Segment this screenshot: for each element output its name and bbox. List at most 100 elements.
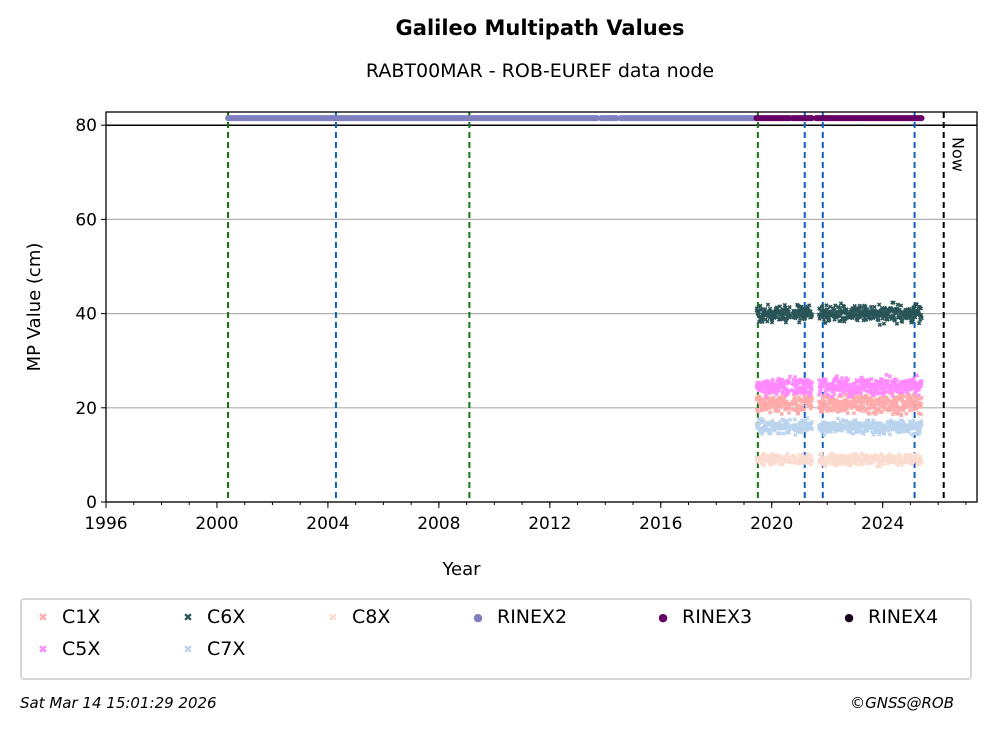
data-point-c1x <box>796 410 801 415</box>
data-point-c6x <box>797 316 803 321</box>
data-point-c7x <box>889 418 894 423</box>
data-point-c7x <box>848 430 853 435</box>
legend-item: ✖ C5X <box>34 638 100 660</box>
data-point-c1x <box>832 408 837 413</box>
data-point-c6x <box>885 317 890 322</box>
data-point-c6x <box>910 319 916 324</box>
data-point-c1x <box>771 395 776 400</box>
plot-frame <box>105 111 978 503</box>
data-point-c6x <box>765 302 771 307</box>
data-point-c6x <box>828 304 833 309</box>
data-point-c6x <box>844 307 849 312</box>
data-point-c5x <box>763 394 769 399</box>
data-point-c1x <box>858 408 863 413</box>
data-point-c6x <box>909 312 915 317</box>
legend-item: ● RINEX3 <box>654 606 752 628</box>
data-point-c6x <box>868 316 873 322</box>
data-point-c6x <box>880 316 885 321</box>
data-point-c6x <box>876 318 881 323</box>
data-point-c1x <box>895 404 900 409</box>
data-point-c8x <box>819 451 824 456</box>
y-tick-label: 0 <box>86 493 97 513</box>
data-point-c5x <box>858 391 864 396</box>
data-point-c6x <box>799 304 804 309</box>
data-point-c1x <box>891 407 896 412</box>
data-point-c7x <box>809 426 815 432</box>
data-point-c5x <box>829 394 834 399</box>
data-point-c6x <box>900 319 905 325</box>
x-marker-icon: ✖ <box>328 610 338 624</box>
x-tick-label: 2016 <box>639 514 682 534</box>
data-point-c5x <box>846 394 852 399</box>
data-point-c8x <box>826 461 831 466</box>
data-point-c7x <box>787 417 793 422</box>
data-point-c6x <box>774 305 780 310</box>
data-point-c7x <box>917 428 923 434</box>
data-point-c1x <box>918 412 924 417</box>
dot-marker-icon: ● <box>473 610 483 624</box>
data-point-c5x <box>897 386 903 391</box>
data-point-c6x <box>760 319 765 325</box>
data-point-c7x <box>866 418 871 423</box>
legend-label: C6X <box>207 606 246 628</box>
data-point-c1x <box>779 411 784 417</box>
data-point-c6x <box>892 317 898 322</box>
data-point-c6x <box>895 302 901 307</box>
data-point-c7x <box>919 423 924 428</box>
data-point-c5x <box>830 388 836 393</box>
data-point-c5x <box>774 392 780 397</box>
data-point-c6x <box>877 322 883 327</box>
data-point-c6x <box>839 319 844 324</box>
data-point-c7x <box>835 416 841 421</box>
data-point-c5x <box>859 380 864 385</box>
credit: ©GNSS@ROB <box>850 694 954 712</box>
data-point-c8x <box>914 452 919 457</box>
x-tick-label: 2020 <box>750 514 793 534</box>
data-point-c5x <box>916 393 922 398</box>
data-point-c1x <box>776 408 781 414</box>
data-point-c1x <box>809 403 814 408</box>
data-point-c6x <box>877 302 882 307</box>
data-point-c5x <box>834 374 840 379</box>
legend-item: ✖ C6X <box>179 606 245 628</box>
data-point-c6x <box>918 306 924 311</box>
data-point-c6x <box>782 302 787 308</box>
data-point-c8x <box>899 462 905 468</box>
data-point-c5x <box>809 380 815 385</box>
y-tick-label: 80 <box>75 116 97 136</box>
data-point-c6x <box>894 321 900 326</box>
data-point-c8x <box>897 452 903 457</box>
data-point-c7x <box>882 430 887 435</box>
data-point-c1x <box>867 411 872 416</box>
data-point-c5x <box>839 375 845 381</box>
data-point-c1x <box>914 406 919 412</box>
data-point-c5x <box>792 374 798 380</box>
data-point-c1x <box>899 413 904 418</box>
data-point-c5x <box>825 392 830 397</box>
data-point-c1x <box>887 407 893 412</box>
y-tick-label: 60 <box>75 210 97 230</box>
x-tick-label: 2024 <box>861 514 904 534</box>
data-point-c8x <box>808 461 814 466</box>
data-point-c5x <box>787 388 792 393</box>
data-point-c7x <box>777 431 782 436</box>
data-point-c7x <box>873 430 879 435</box>
data-point-c8x <box>918 454 923 459</box>
data-point-c6x <box>888 305 893 311</box>
data-point-c1x <box>786 410 792 415</box>
data-point-c8x <box>919 460 924 465</box>
data-point-c5x <box>869 376 874 382</box>
data-point-c5x <box>817 389 823 395</box>
data-point-c1x <box>864 393 869 398</box>
data-point-c1x <box>829 408 834 413</box>
data-point-c6x <box>898 303 904 308</box>
data-point-c7x <box>793 432 798 438</box>
y-tick-label: 40 <box>75 305 97 325</box>
data-point-c7x <box>853 418 858 423</box>
data-point-c1x <box>911 407 916 412</box>
data-point-c1x <box>892 410 898 415</box>
data-point-c1x <box>801 407 807 412</box>
data-point-c6x <box>891 300 896 305</box>
data-point-c5x <box>914 373 920 378</box>
data-point-c6x <box>859 305 864 310</box>
